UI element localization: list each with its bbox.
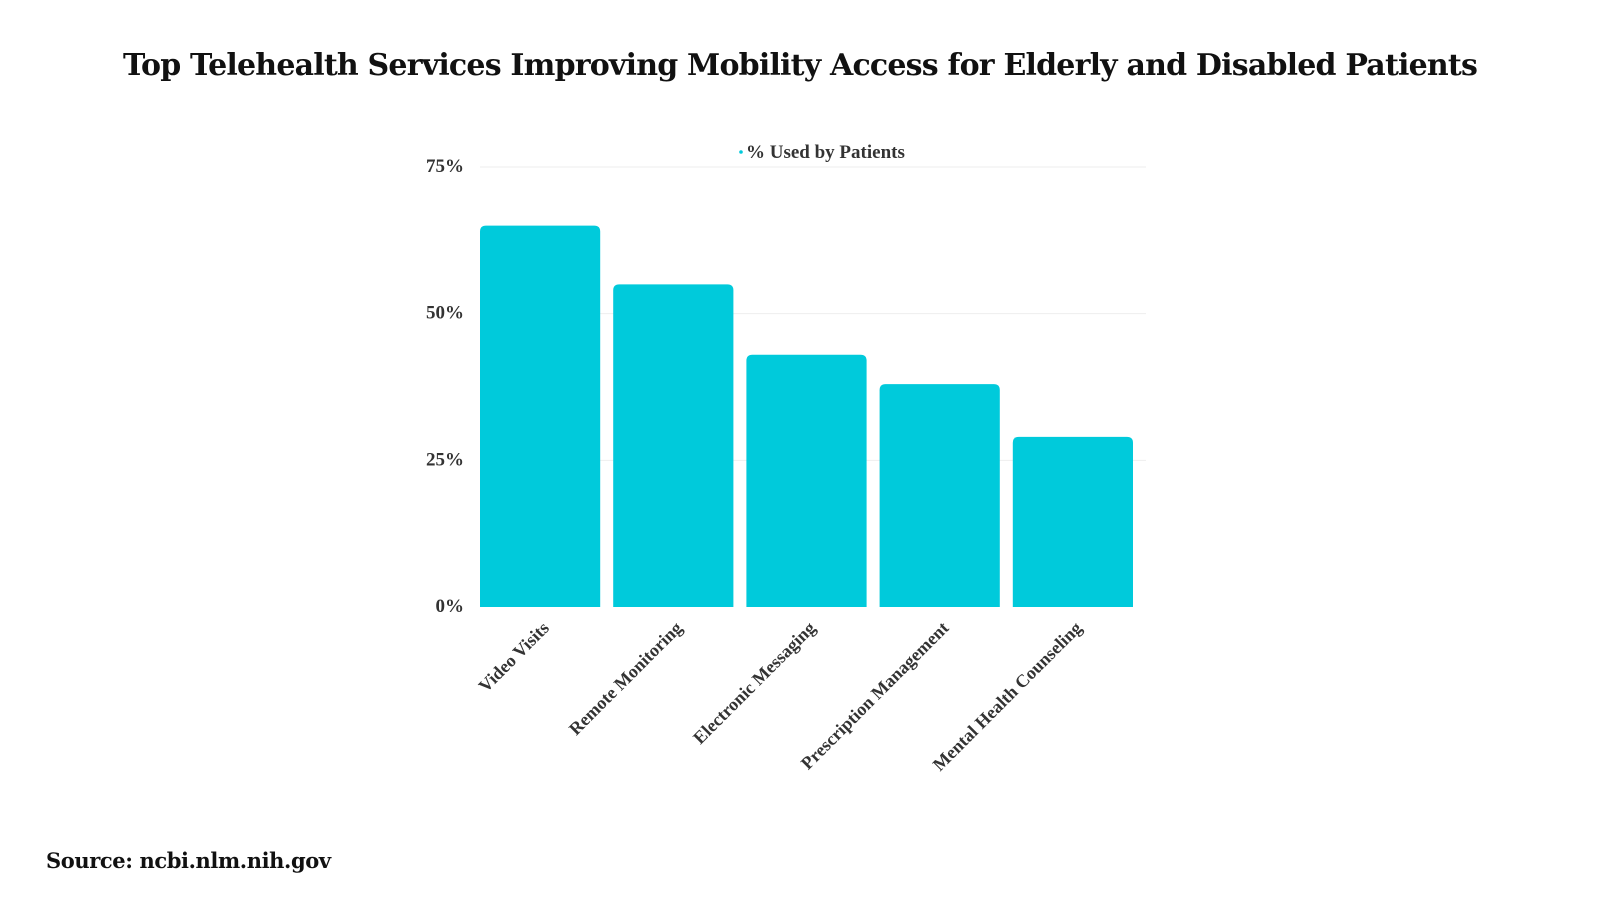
x-tick-label: Video Visits bbox=[475, 618, 553, 696]
x-tick-label: Remote Monitoring bbox=[565, 618, 686, 739]
source-note: Source: ncbi.nlm.nih.gov bbox=[46, 848, 331, 873]
x-tick-label: Prescription Management bbox=[797, 618, 953, 774]
y-axis: 0% 25% 50% 75% bbox=[426, 156, 464, 617]
y-tick-label: 50% bbox=[426, 303, 464, 324]
bar bbox=[1012, 436, 1133, 607]
chart-title: Top Telehealth Services Improving Mobili… bbox=[122, 48, 1478, 83]
bar bbox=[879, 384, 1000, 607]
bars bbox=[480, 225, 1133, 607]
legend-swatch bbox=[739, 150, 743, 154]
legend: % Used by Patients bbox=[739, 142, 905, 163]
x-axis: Video Visits Remote Monitoring Electronic … bbox=[475, 618, 1086, 775]
y-tick-label: 25% bbox=[426, 449, 464, 470]
x-tick-label: Mental Health Counseling bbox=[929, 618, 1086, 775]
x-tick-label: Electronic Messaging bbox=[689, 618, 819, 748]
y-tick-label: 75% bbox=[426, 156, 464, 177]
bar bbox=[746, 354, 867, 607]
legend-label: % Used by Patients bbox=[746, 142, 905, 163]
bar bbox=[480, 225, 601, 607]
y-tick-label: 0% bbox=[436, 596, 465, 617]
bar bbox=[613, 284, 734, 607]
